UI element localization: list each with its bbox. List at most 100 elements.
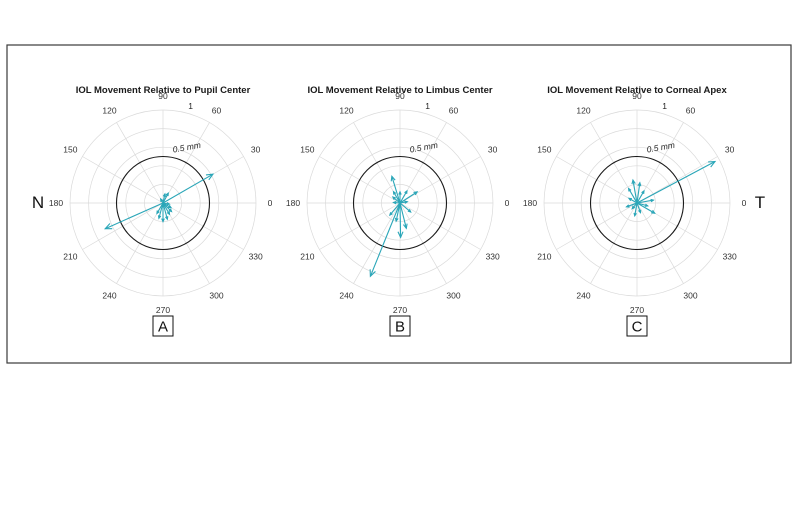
vector-arrowhead [633, 212, 637, 218]
movement-vector [395, 202, 401, 222]
angle-tick-label: 30 [488, 145, 498, 155]
vector-arrowhead [404, 189, 408, 194]
vector-arrowhead [165, 216, 169, 221]
angle-tick-label: 330 [249, 252, 263, 262]
vector-arrowhead [168, 208, 173, 213]
angle-tick-label: 300 [683, 291, 697, 301]
panel-label: C [632, 319, 643, 336]
vector-arrowhead [159, 197, 164, 203]
vector-arrowhead [638, 209, 642, 214]
movement-vector [634, 202, 638, 216]
nasal-side-label: N [32, 193, 44, 212]
panels: IOL Movement Relative to Pupil Center 0 30… [49, 85, 747, 337]
polar-panel-A: IOL Movement Relative to Pupil Center 0 30… [49, 85, 273, 337]
movement-vector [391, 176, 401, 204]
vector-arrowhead [166, 211, 171, 216]
vector-arrowhead [369, 269, 376, 278]
angle-tick-label: 240 [102, 291, 116, 301]
vector-arrowhead [205, 173, 215, 181]
ring-label: 0.5 mm [409, 140, 439, 155]
vector-arrowhead [413, 191, 419, 196]
temporal-side-label: T [755, 193, 765, 212]
angle-tick-label: 180 [286, 198, 300, 208]
vector-arrowhead [103, 223, 113, 230]
vector-arrowhead [707, 160, 717, 168]
movement-vector [636, 182, 641, 204]
movement-vector [636, 199, 654, 204]
vector-arrowhead [641, 189, 645, 194]
vector-arrowhead [157, 215, 162, 220]
vector-arrowhead [165, 191, 169, 197]
movement-vector [162, 202, 170, 215]
movement-vector [369, 202, 401, 277]
angle-tick-label: 330 [723, 252, 737, 262]
angle-tick-label: 330 [486, 252, 500, 262]
vector-arrowhead [650, 209, 656, 214]
angle-tick-label: 210 [537, 252, 551, 262]
vector-arrowhead [650, 198, 655, 203]
angle-tick-label: 30 [251, 145, 261, 155]
angle-tick-label: 150 [300, 145, 314, 155]
vector-arrowhead [398, 190, 402, 195]
angle-tick-label: 210 [63, 252, 77, 262]
ring-label: 0.5 mm [172, 140, 202, 155]
movement-vector [162, 193, 166, 204]
vector-arrowhead [627, 197, 632, 202]
vector-arrowhead [627, 187, 632, 192]
angle-tick-label: 120 [102, 105, 116, 115]
vector-arrowhead [404, 200, 409, 204]
vector-arrowhead [637, 181, 642, 187]
panel-title: IOL Movement Relative to Limbus Center [307, 85, 492, 96]
panel-label-box [389, 315, 411, 337]
figure-frame [6, 44, 792, 364]
vector-arrowhead [625, 204, 630, 208]
radius-max-label: 1 [425, 101, 430, 111]
vector-arrowhead [161, 218, 165, 223]
ring-label: 0.5 mm [646, 140, 676, 155]
vector-arrowhead [407, 209, 412, 213]
angle-tick-label: 0 [268, 198, 273, 208]
polar-panel-B: IOL Movement Relative to Limbus Center 0 3… [286, 85, 510, 337]
panel-label: B [395, 319, 405, 336]
angle-tick-label: 240 [339, 291, 353, 301]
vector-arrowhead [390, 175, 396, 182]
vector-arrowhead [394, 217, 399, 223]
movement-vector [399, 202, 402, 238]
reference-ring [115, 155, 211, 251]
angle-tick-label: 60 [212, 105, 222, 115]
vector-arrowhead [631, 205, 636, 210]
movement-vector [636, 202, 642, 213]
angle-tick-label: 120 [339, 105, 353, 115]
angle-tick-label: 90 [158, 91, 168, 101]
vector-arrowhead [631, 178, 636, 185]
movement-vector [636, 190, 645, 204]
angle-tick-label: 270 [393, 305, 407, 315]
movement-vector [636, 161, 716, 204]
angle-tick-label: 150 [63, 145, 77, 155]
movement-vector [162, 202, 168, 220]
movement-vector [632, 180, 638, 204]
angle-tick-label: 180 [523, 198, 537, 208]
movement-vector [399, 190, 408, 204]
angle-tick-label: 270 [630, 305, 644, 315]
vector-arrowhead [402, 223, 408, 230]
movement-vector [156, 202, 164, 214]
radius-max-label: 1 [188, 101, 193, 111]
reference-ring [352, 155, 448, 251]
vector-arrowhead [156, 210, 160, 215]
angle-tick-label: 270 [156, 305, 170, 315]
vector-arrowhead [166, 201, 171, 206]
panel-label-box [626, 315, 648, 337]
movement-vector [636, 202, 655, 214]
reference-ring [589, 155, 685, 251]
angle-tick-label: 120 [576, 105, 590, 115]
angle-tick-label: 60 [686, 105, 696, 115]
angle-tick-label: 90 [632, 91, 642, 101]
angle-tick-label: 300 [446, 291, 460, 301]
vector-arrowhead [391, 196, 396, 200]
movement-vector [158, 202, 164, 219]
angle-tick-label: 90 [395, 91, 405, 101]
movement-vector [636, 202, 648, 207]
angle-tick-label: 30 [725, 145, 735, 155]
movement-vector [399, 202, 412, 213]
